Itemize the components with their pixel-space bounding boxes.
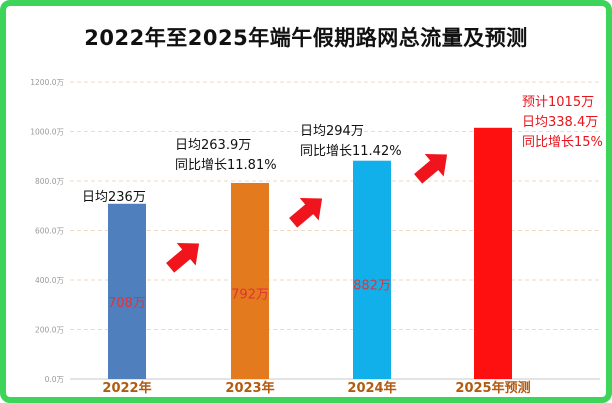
annotation-text: 同比增长11.81% <box>175 158 277 173</box>
bar <box>108 203 146 379</box>
bar-value-label: 792万 <box>231 288 269 303</box>
bar <box>474 127 512 379</box>
bar <box>353 160 391 379</box>
y-tick-label: 400.0万 <box>35 276 64 285</box>
x-tick-label: 2023年 <box>225 380 274 396</box>
growth-arrow-icon <box>289 198 323 228</box>
y-tick-label: 1000.0万 <box>30 128 64 137</box>
y-tick-label: 1200.0万 <box>30 78 64 87</box>
annotation-text: 同比增长15% <box>522 135 603 150</box>
annotation-text: 日均294万 <box>300 124 364 139</box>
y-tick-label: 200.0万 <box>35 326 64 335</box>
annotation-text: 日均236万 <box>82 190 146 205</box>
y-tick-label: 0.0万 <box>45 375 65 384</box>
annotation-text: 日均263.9万 <box>175 138 251 153</box>
x-tick-label: 2025年预测 <box>455 380 530 396</box>
growth-arrow-icon <box>166 243 200 273</box>
bar-value-label: 882万 <box>353 278 391 293</box>
x-tick-label: 2022年 <box>102 380 151 396</box>
y-tick-label: 800.0万 <box>35 177 64 186</box>
annotation-text: 同比增长11.42% <box>300 144 402 159</box>
bar-value-label: 708万 <box>108 296 146 311</box>
growth-arrow-icon <box>414 154 448 184</box>
x-tick-label: 2024年 <box>347 380 396 396</box>
bar <box>231 182 269 379</box>
chart-title: 2022年至2025年端午假期路网总流量及预测 <box>84 26 528 50</box>
annotation-text: 日均338.4万 <box>522 115 598 130</box>
annotation-text: 预计1015万 <box>522 95 594 110</box>
y-tick-label: 600.0万 <box>35 227 64 236</box>
